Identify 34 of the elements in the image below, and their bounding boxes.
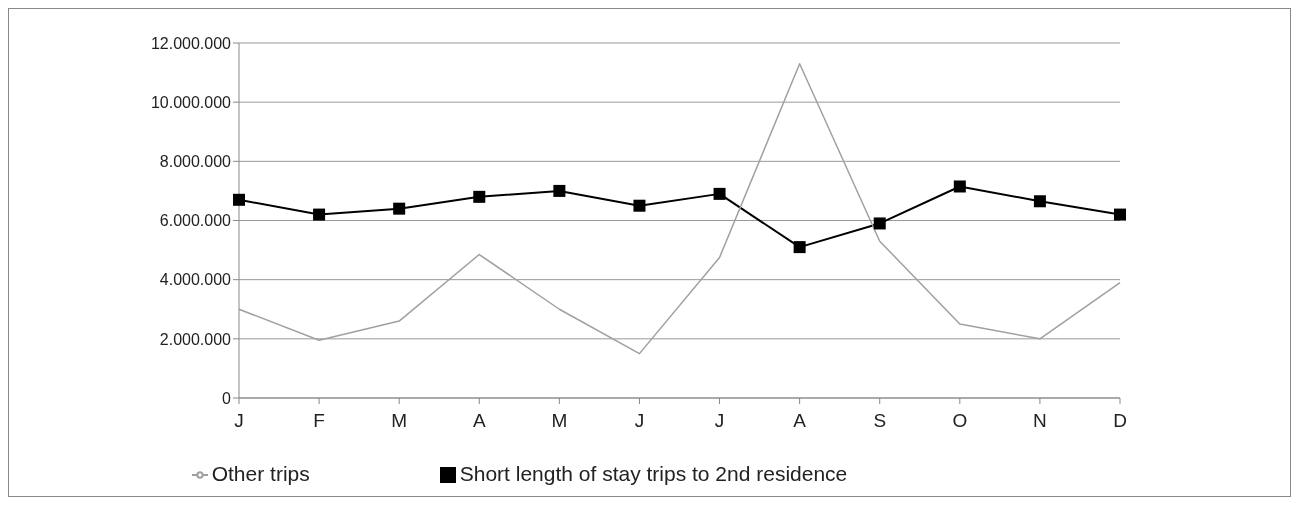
x-tick-label: S [873,410,887,432]
y-tick-label: 0 [222,389,232,407]
x-tick-label: J [634,410,645,432]
x-tick-label: J [714,410,725,432]
point [873,217,886,230]
y-tick-label: 4.000.000 [159,271,232,289]
y-tick-label: 2.000.000 [159,330,232,348]
point [793,241,806,254]
y-tick-label: 6.000.000 [159,212,232,230]
point [393,202,406,215]
point [953,180,966,193]
point [1114,208,1126,221]
x-tick-label: M [391,410,408,432]
point [633,199,646,212]
point [473,190,486,203]
x-tick-label: D [1113,410,1127,432]
x-tick-label: M [551,410,568,432]
x-tick-label: N [1033,410,1047,432]
x-tick-label: F [313,410,325,432]
x-tick-label: O [952,410,968,432]
x-tick-label: A [472,410,486,432]
y-tick-label: 10.000.000 [150,93,232,111]
point [313,208,326,221]
y-tick-label: 12.000.000 [150,34,232,52]
legend-label: Short length of stay trips to 2nd residence [459,462,848,485]
line-series [238,62,1121,355]
point [233,193,245,206]
x-tick-label: A [793,410,807,432]
point [553,184,566,197]
point [713,187,726,200]
y-tick-label: 8.000.000 [159,153,232,171]
legend-label: Other trips [211,462,310,485]
point [1033,195,1046,208]
x-tick-label: J [234,410,244,432]
